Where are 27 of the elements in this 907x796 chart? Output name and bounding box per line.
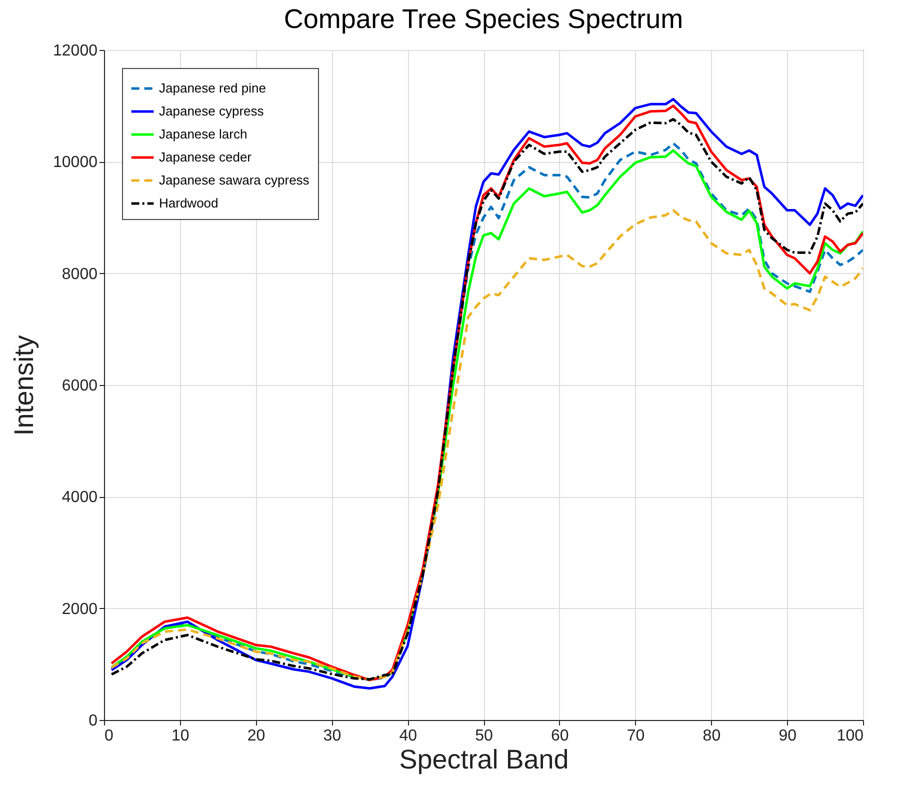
legend-label: Japanese ceder [159,150,252,164]
y-tick-label: 6000 [62,378,98,394]
x-tick-label: 80 [702,728,721,744]
legend-label: Japanese larch [159,126,248,142]
x-tick-label: 40 [399,728,418,744]
legend-label: Hardwood [159,196,218,210]
legend-label: Japanese red pine [159,80,266,96]
y-tick-label: 2000 [62,600,98,618]
y-tick-label: 8000 [62,266,98,283]
y-axis-title: Intensity [9,334,40,436]
x-tick-label: 100 [836,728,864,744]
x-tick-label: 20 [247,728,266,744]
y-tick-label: 4000 [62,489,98,506]
x-tick-label: 60 [551,728,569,744]
y-tick-label: 10000 [53,154,98,172]
y-tick-label: 0 [88,712,98,730]
x-tick-label: 30 [323,728,342,744]
chart-title: Compare Tree Species Spectrum [284,4,684,34]
x-tick-label: 90 [778,728,797,744]
x-axis-title: Spectral Band [399,744,569,774]
legend-label: Japanese cypress [159,104,264,118]
legend-label: Japanese sawara cypress [159,172,310,188]
y-tick-label: 12000 [53,42,98,60]
x-tick-label: 10 [172,728,190,744]
x-tick-label: 50 [475,728,493,744]
x-tick-label: 70 [626,728,645,744]
x-tick-label: 0 [104,728,114,744]
